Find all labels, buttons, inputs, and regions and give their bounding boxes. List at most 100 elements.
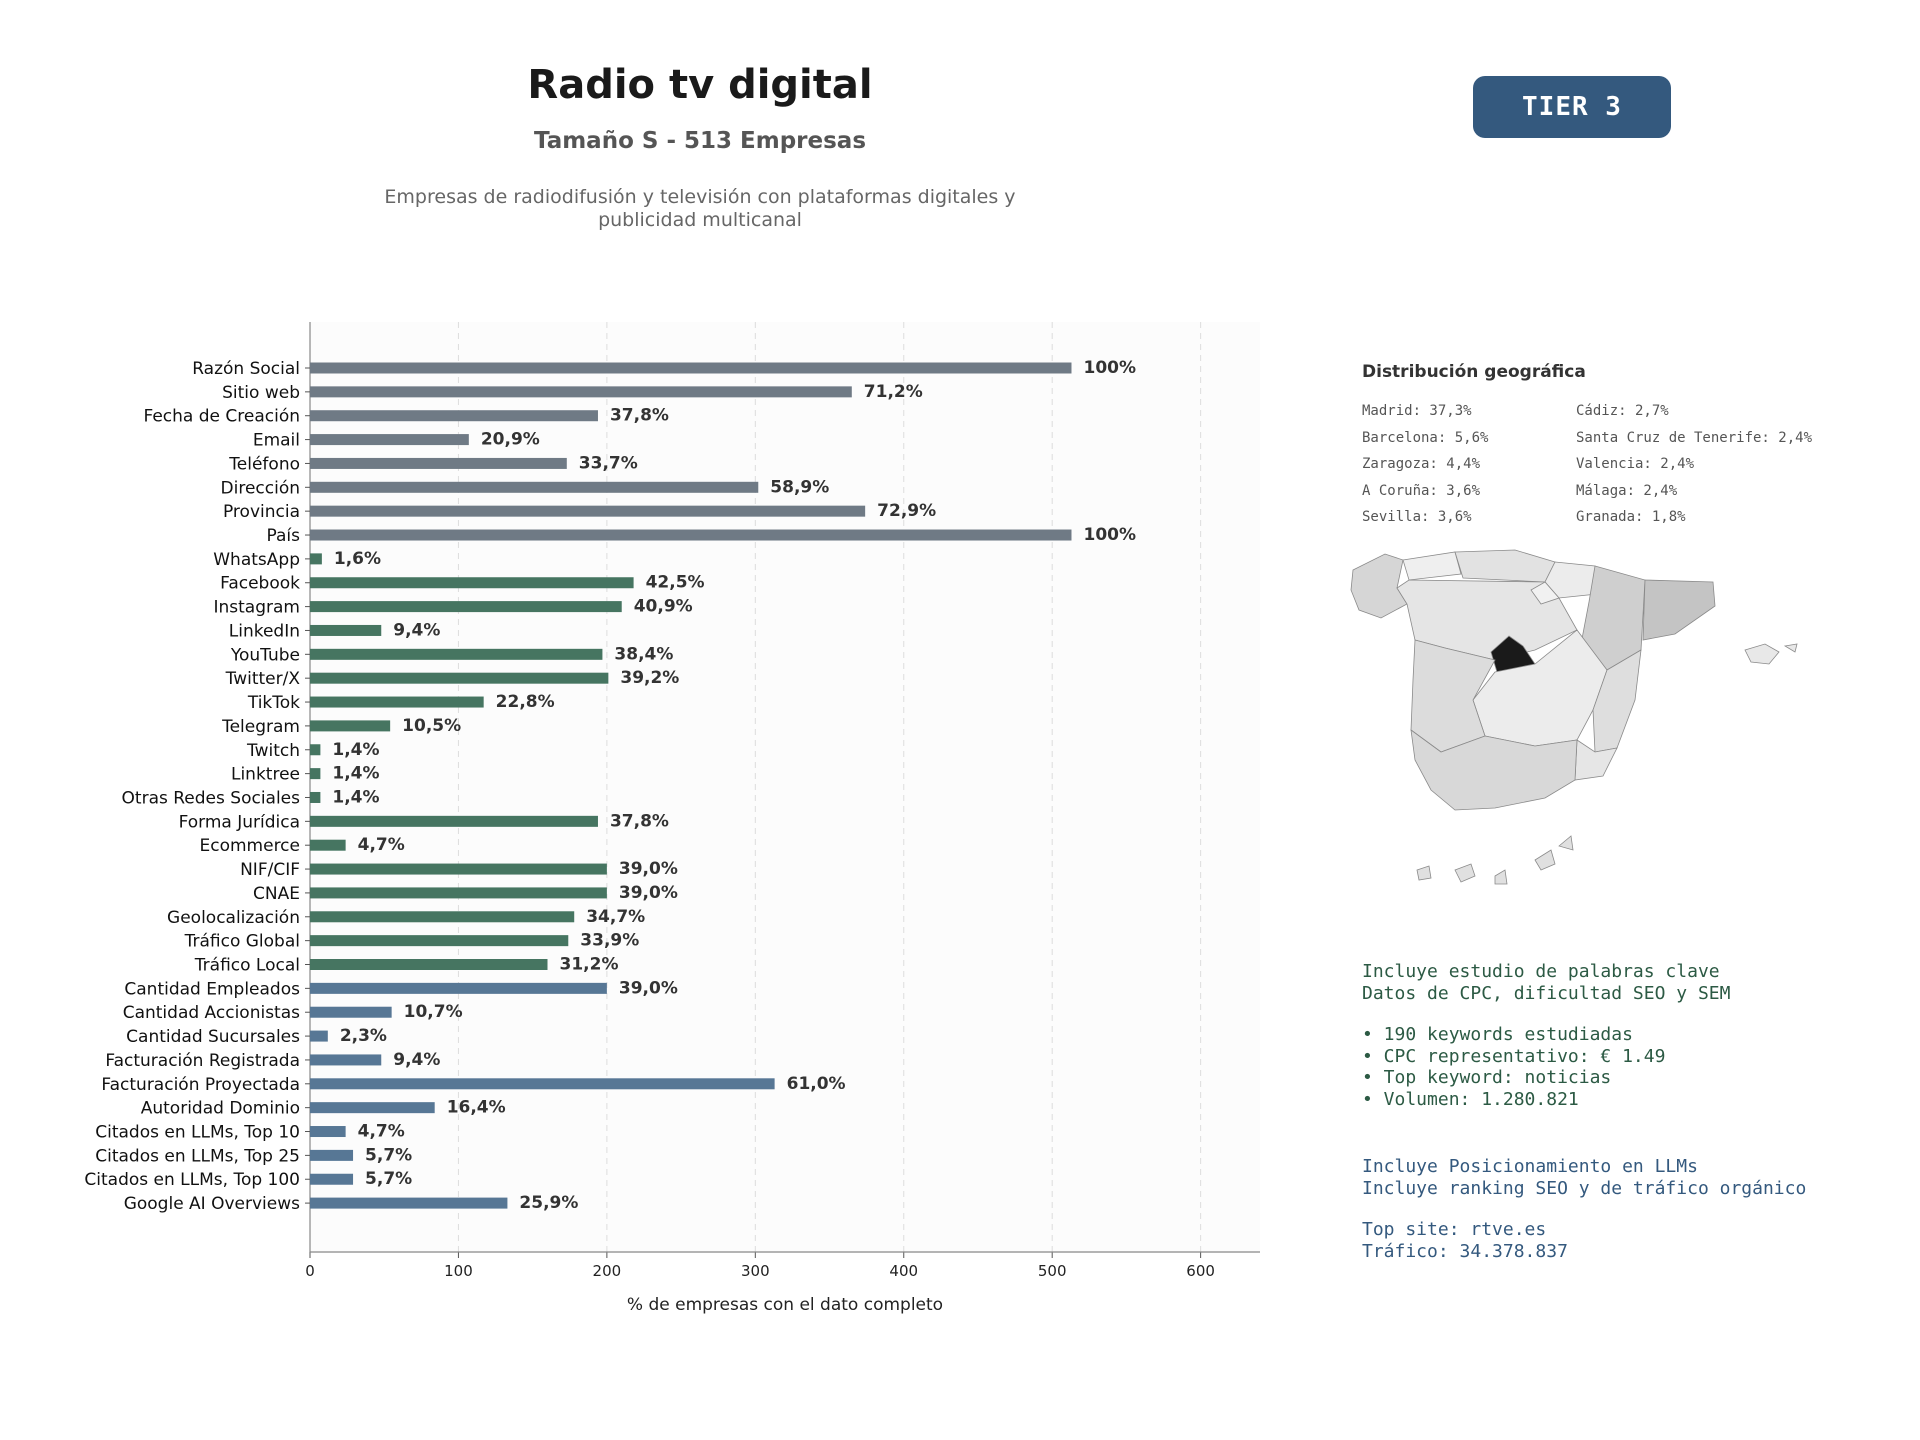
bar: [310, 1054, 382, 1066]
bar: [310, 959, 548, 970]
bar: [310, 434, 469, 446]
bar-value-label: 34,7%: [586, 907, 645, 927]
bar: [310, 362, 1072, 374]
bar: [310, 887, 607, 899]
description-line: publicidad multicanal: [598, 209, 802, 231]
category-label: Instagram: [214, 598, 301, 618]
category-label: Tráfico Local: [194, 956, 300, 976]
map-region-balearic: [1744, 643, 1798, 665]
description-line: Empresas de radiodifusión y televisión c…: [384, 186, 1016, 208]
bar: [310, 768, 321, 780]
llm-line: Incluye ranking SEO y de tráfico orgánic…: [1362, 1177, 1807, 1199]
category-label: Google AI Overviews: [124, 1194, 300, 1214]
bar: [310, 1197, 508, 1209]
x-tick-label: 0: [305, 1262, 315, 1280]
category-label: Facturación Proyectada: [101, 1075, 300, 1095]
map-region-castilla-leon: [1396, 579, 1578, 661]
geo-entry: A Coruña: 3,6%: [1362, 482, 1481, 499]
bar: [310, 648, 603, 660]
category-label: LinkedIn: [229, 621, 300, 641]
bar: [310, 624, 382, 636]
bar-value-label: 4,7%: [358, 1122, 405, 1142]
bar-value-label: 72,9%: [877, 501, 936, 521]
bar: [310, 696, 484, 708]
x-tick-label: 600: [1186, 1262, 1215, 1280]
completeness-bar-chart: 0 100 200 300 400 500 600 Razón Social 100% Sitio…: [84, 322, 1260, 1315]
category-label: País: [267, 526, 301, 546]
category-label: Citados en LLMs, Top 100: [84, 1170, 300, 1190]
bar: [310, 386, 852, 398]
category-label: Facturación Registrada: [105, 1051, 300, 1071]
bar-value-label: 4,7%: [358, 835, 405, 855]
bar: [310, 505, 866, 517]
geo-entry: Cádiz: 2,7%: [1576, 403, 1669, 419]
bar-value-label: 39,0%: [619, 859, 678, 879]
geo-entry: Zaragoza: 4,4%: [1362, 456, 1481, 472]
category-label: Autoridad Dominio: [141, 1099, 300, 1119]
bar-value-label: 40,9%: [634, 597, 693, 617]
bar: [310, 410, 598, 422]
geo-distribution-title: Distribución geográfica: [1362, 362, 1586, 382]
bar: [310, 553, 322, 565]
category-label: Email: [253, 431, 300, 451]
bar: [310, 577, 634, 589]
map-region-la-rioja: [1530, 581, 1560, 605]
bar-value-label: 39,0%: [619, 883, 678, 903]
category-label: Linktree: [231, 765, 300, 785]
category-label: Teléfono: [228, 454, 300, 474]
bar: [310, 720, 391, 732]
bar-value-label: 38,4%: [614, 644, 673, 664]
bar: [310, 1006, 392, 1018]
category-label: Forma Jurídica: [179, 812, 300, 832]
geo-entry: Sevilla: 3,6%: [1362, 509, 1472, 525]
bar-value-label: 1,6%: [334, 549, 381, 569]
x-tick-label: 500: [1038, 1262, 1067, 1280]
bar-value-label: 42,5%: [646, 573, 705, 593]
llm-info: Incluye Posicionamiento en LLMs Incluye …: [1362, 1156, 1806, 1262]
bar-value-label: 1,4%: [332, 764, 379, 784]
category-label: Cantidad Sucursales: [126, 1027, 300, 1047]
bar-value-label: 1,4%: [332, 787, 379, 807]
bar-value-label: 61,0%: [787, 1074, 846, 1094]
bar-value-label: 22,8%: [496, 692, 555, 712]
category-label: Sitio web: [222, 383, 300, 403]
bar: [310, 1126, 346, 1138]
bar: [310, 982, 607, 994]
page-description: Empresas de radiodifusión y televisión c…: [340, 186, 1060, 232]
category-label: Fecha de Creación: [143, 407, 300, 427]
category-label: WhatsApp: [213, 550, 300, 570]
page-title: Radio tv digital: [527, 62, 873, 108]
geo-entry: Málaga: 2,4%: [1576, 482, 1678, 499]
keywords-line: Incluye estudio de palabras clave: [1362, 961, 1720, 982]
map-region-catalonia: [1642, 579, 1716, 641]
bar-value-label: 10,5%: [402, 716, 461, 736]
bar-value-label: 37,8%: [610, 811, 669, 831]
bar-value-label: 5,7%: [365, 1145, 412, 1165]
bar-value-label: 5,7%: [365, 1169, 412, 1189]
bar: [310, 935, 569, 947]
category-label: Cantidad Empleados: [124, 979, 300, 999]
bar: [310, 1149, 354, 1161]
x-axis-label: % de empresas con el dato completo: [627, 1295, 943, 1315]
keywords-bullet: • Volumen: 1.280.821: [1362, 1088, 1579, 1110]
x-tick-label: 200: [593, 1262, 622, 1280]
bar: [310, 744, 321, 756]
bar: [310, 481, 759, 493]
category-label: YouTube: [230, 645, 300, 665]
bar: [310, 672, 609, 684]
map-region-andalucia: [1410, 729, 1578, 811]
category-label: Citados en LLMs, Top 25: [95, 1146, 300, 1166]
bar-value-label: 33,7%: [579, 453, 638, 473]
bar: [310, 601, 622, 613]
map-region-asturias: [1402, 551, 1462, 581]
top-site-traffic: Tráfico: 34.378.837: [1362, 1240, 1568, 1262]
spain-province-map: [1350, 549, 1798, 885]
tier-badge: TIER 3: [1473, 76, 1671, 138]
x-tick-label: 100: [444, 1262, 473, 1280]
bar-value-label: 39,2%: [620, 668, 679, 688]
geo-list-right: Cádiz: 2,7% Santa Cruz de Tenerife: 2,4% V…: [1576, 398, 1812, 531]
top-site: Top site: rtve.es: [1362, 1219, 1547, 1240]
category-label: Geolocalización: [167, 908, 300, 928]
bar-value-label: 10,7%: [404, 1002, 463, 1022]
category-label: Otras Redes Sociales: [122, 788, 301, 808]
